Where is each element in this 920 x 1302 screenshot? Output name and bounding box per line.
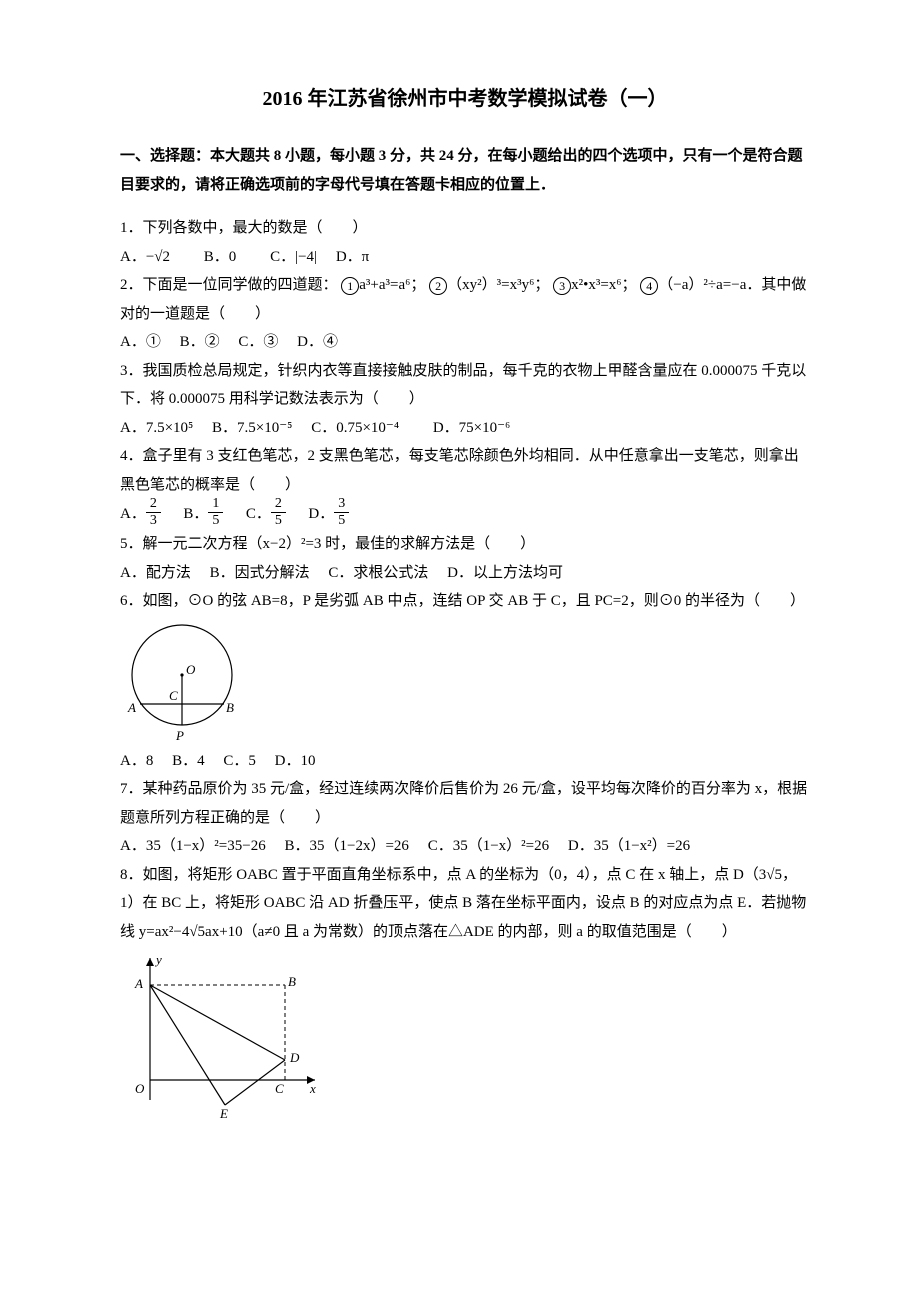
svg-text:C: C bbox=[275, 1081, 284, 1096]
q3-options: A．7.5×10⁵ B．7.5×10⁻⁵ C．0.75×10⁻⁴ D．75×10… bbox=[120, 414, 810, 443]
q7-opt-c: C．35（1−x）²=26 bbox=[428, 838, 549, 854]
circled-1-icon: 1 bbox=[341, 277, 359, 295]
circle-diagram-icon: O A B C P bbox=[120, 620, 250, 745]
q5-opt-b: B．因式分解法 bbox=[210, 565, 310, 581]
q2-options: A．① B．② C．③ D．④ bbox=[120, 328, 810, 357]
fraction-icon: 23 bbox=[146, 497, 161, 528]
circled-4-icon: 4 bbox=[640, 277, 658, 295]
q4-opt-d: D．35 bbox=[308, 506, 349, 522]
q1-opt-b: B．0 bbox=[204, 249, 237, 265]
q7-opt-d: D．35（1−x²）=26 bbox=[568, 838, 690, 854]
q1-options: A．−√2 B．0 C．|−4| D．π bbox=[120, 243, 810, 272]
q2-t3: x²•x³=x⁶； bbox=[571, 277, 636, 293]
q2-opt-a: A．① bbox=[120, 334, 161, 350]
svg-text:C: C bbox=[169, 688, 178, 703]
svg-text:E: E bbox=[219, 1106, 228, 1120]
q1-opt-c: C．|−4| bbox=[270, 249, 317, 265]
q2-opt-b: B．② bbox=[180, 334, 220, 350]
q4-opt-c: C．25 bbox=[246, 506, 290, 522]
coordinate-diagram-icon: O A B C D E x y bbox=[120, 950, 325, 1120]
svg-text:D: D bbox=[289, 1050, 300, 1065]
q2-t1: a³+a³=a⁶； bbox=[359, 277, 425, 293]
q6-opt-d: D．10 bbox=[275, 753, 316, 769]
q8-figure: O A B C D E x y bbox=[120, 950, 810, 1120]
circled-2-icon: 2 bbox=[429, 277, 447, 295]
q8-stem: 8．如图，将矩形 OABC 置于平面直角坐标系中，点 A 的坐标为（0，4），点… bbox=[120, 861, 810, 947]
svg-text:x: x bbox=[309, 1081, 316, 1096]
q1-opt-d: D．π bbox=[336, 249, 369, 265]
svg-text:B: B bbox=[226, 700, 234, 715]
q4-b-pre: B． bbox=[183, 506, 208, 522]
svg-text:P: P bbox=[175, 728, 184, 743]
q2-stem: 2．下面是一位同学做的四道题： 1a³+a³=a⁶； 2（xy²）³=x³y⁶；… bbox=[120, 271, 810, 328]
q6-stem: 6．如图，⊙O 的弦 AB=8，P 是劣弧 AB 中点，连结 OP 交 AB 于… bbox=[120, 587, 810, 616]
q4-opt-a: A．23 bbox=[120, 506, 165, 522]
svg-text:O: O bbox=[135, 1081, 145, 1096]
q3-opt-d: D．75×10⁻⁶ bbox=[433, 420, 510, 436]
q7-opt-b: B．35（1−2x）=26 bbox=[284, 838, 408, 854]
q7-stem: 7．某种药品原价为 35 元/盒，经过连续两次降价后售价为 26 元/盒，设平均… bbox=[120, 775, 810, 832]
svg-text:A: A bbox=[134, 976, 143, 991]
q5-opt-d: D．以上方法均可 bbox=[447, 565, 563, 581]
q2-opt-c: C．③ bbox=[238, 334, 278, 350]
svg-text:B: B bbox=[288, 974, 296, 989]
q1-stem: 1．下列各数中，最大的数是（ ） bbox=[120, 214, 810, 243]
q4-a-pre: A． bbox=[120, 506, 146, 522]
q2-opt-d: D．④ bbox=[297, 334, 338, 350]
q5-options: A．配方法 B．因式分解法 C．求根公式法 D．以上方法均可 bbox=[120, 559, 810, 588]
q6-opt-a: A．8 bbox=[120, 753, 153, 769]
q1-opt-a: A．−√2 bbox=[120, 249, 170, 265]
q3-opt-b: B．7.5×10⁻⁵ bbox=[212, 420, 292, 436]
q2-stem-pre: 2．下面是一位同学做的四道题： bbox=[120, 277, 338, 293]
q7-options: A．35（1−x）²=35−26 B．35（1−2x）=26 C．35（1−x）… bbox=[120, 832, 810, 861]
section-header: 一、选择题：本大题共 8 小题，每小题 3 分，共 24 分，在每小题给出的四个… bbox=[120, 142, 810, 199]
q5-opt-a: A．配方法 bbox=[120, 565, 191, 581]
fraction-icon: 15 bbox=[208, 497, 223, 528]
q4-stem: 4．盒子里有 3 支红色笔芯，2 支黑色笔芯，每支笔芯除颜色外均相同．从中任意拿… bbox=[120, 442, 810, 499]
fraction-icon: 35 bbox=[334, 497, 349, 528]
circled-3-icon: 3 bbox=[553, 277, 571, 295]
svg-text:y: y bbox=[154, 952, 162, 967]
q7-opt-a: A．35（1−x）²=35−26 bbox=[120, 838, 266, 854]
q4-c-pre: C． bbox=[246, 506, 271, 522]
q4-opt-b: B．15 bbox=[183, 506, 227, 522]
q5-stem: 5．解一元二次方程（x−2）²=3 时，最佳的求解方法是（ ） bbox=[120, 530, 810, 559]
q5-opt-c: C．求根公式法 bbox=[328, 565, 428, 581]
q3-opt-a: A．7.5×10⁵ bbox=[120, 420, 193, 436]
fraction-icon: 25 bbox=[271, 497, 286, 528]
q6-opt-b: B．4 bbox=[172, 753, 205, 769]
q2-t2: （xy²）³=x³y⁶； bbox=[447, 277, 549, 293]
q4-options: A．23 B．15 C．25 D．35 bbox=[120, 499, 810, 530]
q6-options: A．8 B．4 C．5 D．10 bbox=[120, 747, 810, 776]
svg-text:A: A bbox=[127, 700, 136, 715]
q6-opt-c: C．5 bbox=[223, 753, 256, 769]
page-title: 2016 年江苏省徐州市中考数学模拟试卷（一） bbox=[120, 80, 810, 118]
q3-stem: 3．我国质检总局规定，针织内衣等直接接触皮肤的制品，每千克的衣物上甲醛含量应在 … bbox=[120, 357, 810, 414]
q6-figure: O A B C P bbox=[120, 620, 810, 745]
q3-opt-c: C．0.75×10⁻⁴ bbox=[311, 420, 399, 436]
svg-text:O: O bbox=[186, 662, 196, 677]
q4-d-pre: D． bbox=[308, 506, 334, 522]
